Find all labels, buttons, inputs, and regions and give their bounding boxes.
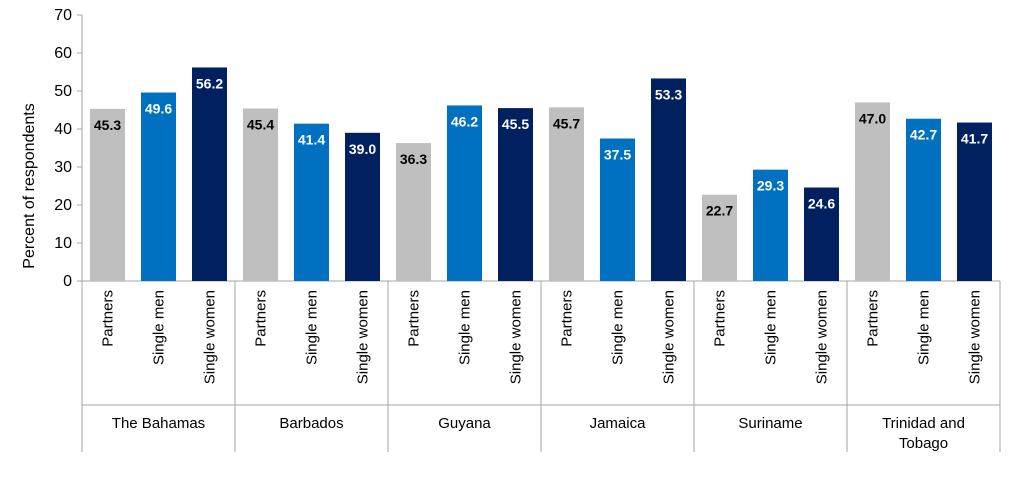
bar-value-label: 53.3 (655, 86, 682, 102)
y-tick-label: 40 (54, 121, 72, 138)
series-category-label: Single women (202, 290, 219, 384)
bar (396, 143, 431, 281)
bar (447, 105, 482, 281)
bar-value-label: 22.7 (706, 203, 733, 219)
y-tick-label: 30 (54, 159, 72, 176)
group-label: The Bahamas (112, 415, 205, 432)
bar (906, 118, 941, 282)
series-category-label: Single women (661, 290, 678, 384)
bar-value-label: 36.3 (400, 151, 427, 167)
bar-value-label: 41.4 (298, 132, 325, 148)
group-label: Guyana (438, 415, 491, 432)
bar-value-label: 45.5 (502, 116, 529, 132)
group-label: Tobago (899, 435, 948, 452)
bar-value-label: 29.3 (757, 178, 784, 194)
bar-value-label: 37.5 (604, 147, 631, 163)
bar (345, 132, 380, 281)
bar (855, 102, 890, 282)
bar-value-label: 45.7 (553, 115, 580, 131)
series-category-label: Partners (253, 290, 270, 347)
series-category-label: Single men (457, 290, 474, 365)
bar (804, 187, 839, 281)
group-label: Barbados (279, 415, 343, 432)
y-tick-label: 60 (54, 45, 72, 62)
y-axis-label: Percent of respondents (21, 103, 38, 268)
series-category-label: Single women (508, 290, 525, 384)
bar (651, 78, 686, 282)
y-tick-label: 70 (54, 7, 72, 24)
y-tick-label: 20 (54, 197, 72, 214)
bar (90, 108, 125, 281)
bar-value-label: 56.2 (196, 75, 223, 91)
y-tick-label: 0 (63, 273, 72, 290)
bar (294, 123, 329, 282)
y-tick-label: 10 (54, 235, 72, 252)
bar-value-label: 49.6 (145, 101, 172, 117)
series-category-label: Single women (355, 290, 372, 384)
bar (141, 92, 176, 282)
series-category-label: Single women (814, 290, 831, 384)
bar (192, 67, 227, 281)
bar-value-label: 41.7 (961, 131, 988, 147)
bar (957, 122, 992, 281)
bar (702, 194, 737, 281)
series-category-label: Partners (712, 290, 729, 347)
y-tick-label: 50 (54, 83, 72, 100)
bar-value-label: 42.7 (910, 127, 937, 143)
bar-value-label: 24.6 (808, 196, 835, 212)
bar-value-label: 45.4 (247, 116, 274, 132)
bar (600, 138, 635, 281)
series-category-label: Single men (763, 290, 780, 365)
bar (498, 108, 533, 281)
bar-value-label: 39.0 (349, 141, 376, 157)
bar (753, 169, 788, 281)
bar (549, 107, 584, 281)
series-category-label: Single men (304, 290, 321, 365)
group-label: Jamaica (590, 415, 647, 432)
bar-value-label: 46.2 (451, 113, 478, 129)
bar-value-label: 45.3 (94, 117, 121, 133)
series-category-label: Partners (100, 290, 117, 347)
series-category-label: Single men (151, 290, 168, 365)
series-category-label: Single men (916, 290, 933, 365)
series-category-label: Single men (610, 290, 627, 365)
series-category-label: Partners (865, 290, 882, 347)
group-label: Suriname (738, 415, 802, 432)
group-label: Trinidad and (882, 415, 965, 432)
series-category-label: Partners (406, 290, 423, 347)
bar (243, 108, 278, 281)
series-category-label: Single women (967, 290, 984, 384)
series-category-label: Partners (559, 290, 576, 347)
bar-value-label: 47.0 (859, 110, 886, 126)
